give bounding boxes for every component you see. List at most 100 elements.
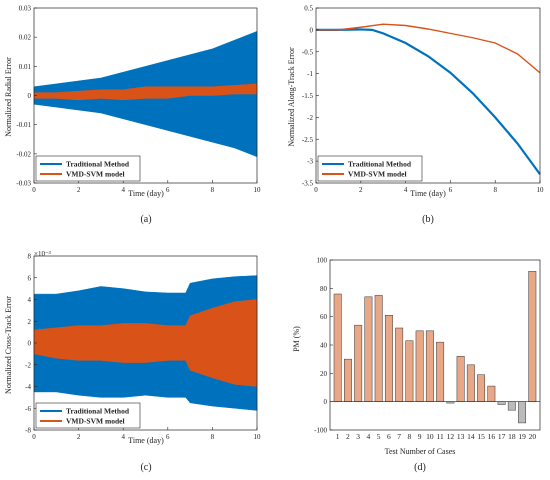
legend-label: VMD-SVM model <box>348 170 407 179</box>
y-tick-label: 0 <box>28 92 32 100</box>
x-tick-label: 8 <box>408 432 412 441</box>
y-tick-label: -8 <box>25 427 31 435</box>
y-tick-label: -2.5 <box>302 136 314 144</box>
bar <box>384 315 393 402</box>
bar <box>364 296 373 402</box>
x-tick-label: 4 <box>367 432 371 441</box>
x-tick-label: 4 <box>121 186 125 194</box>
y-tick-label: 0 <box>324 398 328 406</box>
series-line-traditional <box>316 28 541 175</box>
y-tick-label: 0.03 <box>19 5 32 13</box>
bar <box>518 401 527 424</box>
panel-caption: (b) <box>422 214 434 225</box>
y-tick-label: -3 <box>307 158 313 166</box>
y-tick-label: 20 <box>320 370 328 378</box>
y-tick-label: -100 <box>314 427 327 435</box>
x-tick-label: 0 <box>32 433 36 441</box>
x-tick-label: 0 <box>32 186 36 194</box>
y-tick-label: 2 <box>28 318 32 326</box>
x-axis-label: Time (day) <box>128 189 164 198</box>
chart-radial-error: 0 2 4 6 8 10 -0.03 -0.02 -0.01 0 0.01 0.02 0.03 Tradi… <box>4 5 261 226</box>
x-axis-label: Time (day) <box>128 436 164 445</box>
panel-caption: (c) <box>140 462 151 473</box>
x-tick-label: 8 <box>211 433 215 441</box>
bar <box>425 330 434 402</box>
legend-label: Traditional Method <box>348 160 412 169</box>
chart-pm-bars: 1 2 3 4 5 6 7 8 9 10 11 12 13 14 15 16 17 18 19 20-10002040… <box>292 257 541 473</box>
bar <box>507 401 516 411</box>
y-tick-label: -1.5 <box>302 92 314 100</box>
x-tick-label: 2 <box>346 432 350 441</box>
x-tick-label: 4 <box>404 186 408 194</box>
panel-caption: (a) <box>140 214 151 225</box>
plot-area: 0 2 4 6 8 10 -3.5 -3 -2.5 -2 -1.5 -1 -0.5 0 0.5 Traditi… <box>302 5 544 195</box>
x-tick-label: 0 <box>314 186 318 194</box>
y-tick-label: -0.01 <box>16 121 31 129</box>
y-tick-label: 0.5 <box>304 5 313 13</box>
bar <box>436 341 445 402</box>
y-tick-label: 80 <box>320 285 328 293</box>
x-tick-label: 8 <box>211 186 215 194</box>
y-tick-label: -0.03 <box>16 180 31 188</box>
y-tick-label: 8 <box>28 253 32 261</box>
x-tick-label: 1 <box>336 432 340 441</box>
x-tick-label: 6 <box>387 432 391 441</box>
y-tick-label: 100 <box>317 257 328 265</box>
panel-caption: (d) <box>414 462 426 473</box>
y-axis-label: Normalized Radial Error <box>4 57 13 137</box>
x-tick-label: 20 <box>529 432 537 441</box>
legend-box <box>35 155 141 182</box>
y-axis-label: Normalized Along-Track Error <box>287 47 296 147</box>
x-tick-label: 2 <box>77 186 81 194</box>
bar <box>333 293 342 402</box>
x-tick-label: 14 <box>467 432 475 441</box>
y-tick-label: -1 <box>307 70 313 78</box>
y-tick-label: -3.5 <box>302 180 314 188</box>
x-tick-label: 6 <box>166 186 170 194</box>
x-tick-label: 10 <box>254 433 262 441</box>
bar <box>395 327 404 402</box>
x-tick-label: 13 <box>457 432 465 441</box>
bar <box>456 356 465 402</box>
x-tick-label: 17 <box>498 432 506 441</box>
bar <box>354 324 363 402</box>
legend-label: Traditional Method <box>66 407 130 416</box>
x-axis-label: Time (day) <box>410 189 446 198</box>
x-tick-label: 15 <box>477 432 485 441</box>
x-tick-label: 10 <box>254 186 262 194</box>
bar <box>415 330 424 402</box>
y-tick-label: -4 <box>25 383 31 391</box>
x-tick-label: 2 <box>359 186 363 194</box>
y-axis-label: Normalized Cross-Track Error <box>4 296 13 394</box>
y-tick-label: 4 <box>28 296 32 304</box>
x-tick-label: 19 <box>518 432 526 441</box>
y-tick-label: 40 <box>320 342 328 350</box>
bar <box>343 358 352 402</box>
plot-area: 0 2 4 6 8 10 -0.03 -0.02 -0.01 0 0.01 0.02 0.03 Tradi… <box>16 5 261 195</box>
x-tick-label: 16 <box>488 432 496 441</box>
x-tick-label: 9 <box>418 432 422 441</box>
x-axis-label: Test Number of Cases <box>385 447 456 456</box>
x-tick-label: 3 <box>356 432 360 441</box>
x-tick-label: 12 <box>447 432 455 441</box>
y-tick-label: -0.5 <box>302 48 314 56</box>
y-axis-label: PM (%) <box>292 326 301 352</box>
legend-box <box>35 402 141 429</box>
x-tick-label: 8 <box>493 186 497 194</box>
y-tick-label: 60 <box>320 313 328 321</box>
x-tick-label: 10 <box>537 186 545 194</box>
y-tick-label: 6 <box>28 274 32 282</box>
bar <box>477 374 486 402</box>
legend-label: Traditional Method <box>66 160 130 169</box>
y-tick-label: 0 <box>310 26 314 34</box>
y-tick-label: 0.01 <box>19 63 32 71</box>
bar <box>487 385 496 402</box>
x-tick-label: 4 <box>121 433 125 441</box>
bar <box>405 340 414 402</box>
bar <box>466 364 475 402</box>
y-tick-label: -0.02 <box>16 150 31 158</box>
y-tick-label: -6 <box>25 405 31 413</box>
y-tick-label: -2 <box>25 361 31 369</box>
chart-along-track-error: 0 2 4 6 8 10 -3.5 -3 -2.5 -2 -1.5 -1 -0.5 0 0.5 Traditi… <box>287 5 544 226</box>
